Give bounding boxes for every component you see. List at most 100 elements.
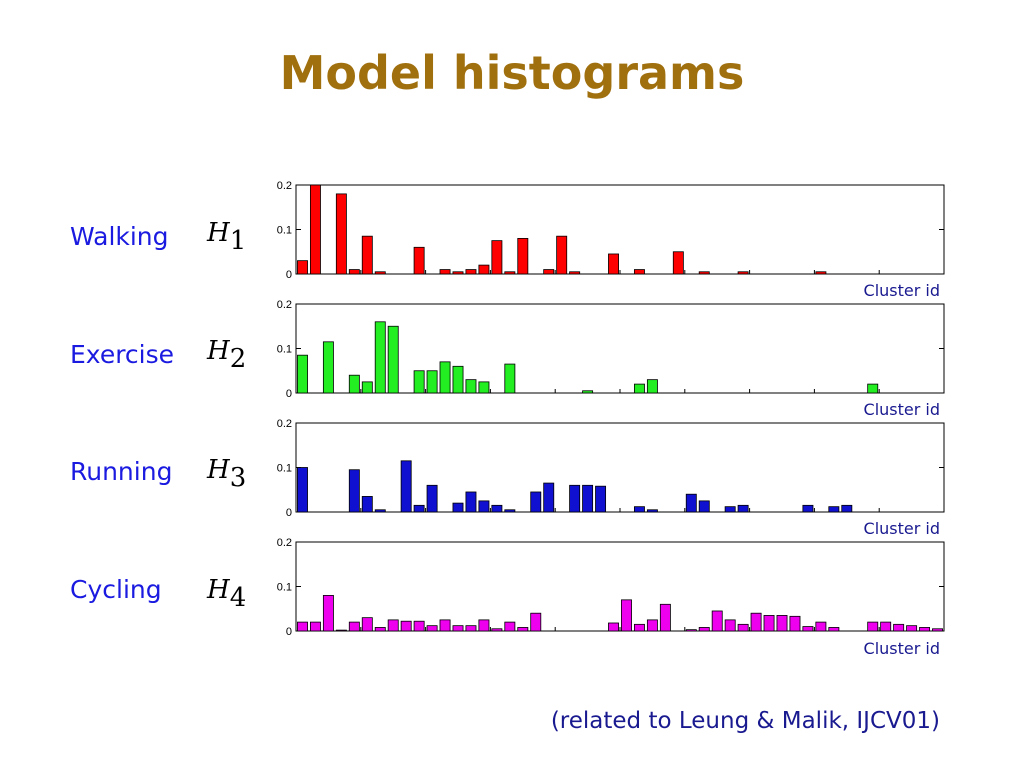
h1-symbol: H1 (207, 218, 246, 256)
bar-exercise-11 (426, 370, 438, 394)
bar-walking-35 (737, 271, 749, 275)
h4-symbol: H4 (207, 575, 246, 613)
bar-walking-4 (335, 193, 347, 275)
bar-cycling-31 (685, 629, 697, 632)
bar-cycling-36 (750, 612, 762, 632)
y-tick-label: 0.1 (277, 344, 292, 356)
y-tick-label: 0.2 (277, 418, 292, 430)
bar-exercise-13 (452, 365, 464, 394)
row-label-running: Running (70, 457, 173, 486)
bar-cycling-2 (309, 621, 321, 632)
bar-exercise-15 (478, 381, 490, 394)
y-tick-label: 0.2 (277, 180, 292, 192)
bar-cycling-7 (374, 627, 386, 632)
bar-cycling-18 (517, 627, 529, 632)
bar-running-42 (828, 506, 840, 513)
y-tick-label: 0 (286, 388, 292, 400)
bar-running-31 (685, 493, 697, 513)
bar-exercise-28 (646, 379, 658, 394)
bar-running-17 (504, 509, 516, 513)
bar-cycling-12 (439, 619, 451, 632)
bar-exercise-45 (867, 383, 879, 394)
bar-cycling-45 (867, 621, 879, 632)
bar-running-19 (530, 491, 542, 513)
bar-running-15 (478, 500, 490, 513)
bar-running-34 (724, 506, 736, 513)
bar-running-20 (543, 482, 555, 513)
xlabel-running: Cluster id (863, 519, 940, 538)
bar-exercise-7 (374, 321, 386, 394)
bar-cycling-40 (802, 626, 814, 632)
bar-cycling-9 (400, 620, 412, 632)
bar-cycling-11 (426, 625, 438, 632)
bar-cycling-27 (633, 623, 645, 632)
y-tick-label: 0.2 (277, 537, 292, 549)
bar-running-43 (841, 504, 853, 513)
plot-frame-cycling (295, 541, 945, 632)
y-tick-label: 0.1 (277, 463, 292, 475)
bar-cycling-14 (465, 625, 477, 632)
bar-running-28 (646, 509, 658, 513)
y-tick-label: 0.1 (277, 225, 292, 237)
bar-exercise-12 (439, 361, 451, 394)
bar-running-40 (802, 504, 814, 513)
slide-title: Model histograms (279, 46, 745, 100)
h3-letter: H (207, 455, 230, 485)
bar-running-7 (374, 509, 386, 513)
bar-running-35 (737, 504, 749, 513)
bar-cycling-38 (776, 615, 788, 632)
bar-cycling-15 (478, 619, 490, 632)
bar-walking-1 (297, 260, 308, 275)
bar-running-6 (361, 496, 373, 513)
bar-walking-7 (374, 271, 386, 275)
bar-running-10 (413, 504, 425, 513)
bar-walking-17 (504, 271, 516, 275)
bar-running-13 (452, 502, 464, 513)
citation-footer: (related to Leung & Malik, IJCV01) (550, 708, 940, 734)
bar-exercise-10 (413, 370, 425, 394)
bar-cycling-46 (880, 621, 892, 632)
bar-running-11 (426, 484, 438, 513)
y-tick-label: 0.2 (277, 299, 292, 311)
bar-cycling-25 (608, 622, 619, 632)
bar-exercise-14 (465, 379, 477, 394)
bar-running-23 (582, 484, 594, 513)
bar-cycling-34 (724, 619, 736, 632)
bar-cycling-8 (387, 619, 399, 632)
bar-cycling-16 (491, 628, 503, 632)
bar-running-24 (595, 485, 607, 513)
bar-cycling-28 (646, 619, 658, 632)
y-tick-label: 0.1 (277, 582, 292, 594)
bar-cycling-10 (413, 620, 425, 632)
bar-exercise-6 (361, 381, 373, 394)
bar-cycling-3 (322, 595, 334, 632)
bar-cycling-5 (348, 621, 360, 632)
bar-walking-12 (439, 269, 451, 275)
bar-walking-6 (361, 235, 373, 275)
bar-cycling-19 (530, 612, 542, 632)
bar-exercise-8 (387, 325, 399, 394)
bar-walking-14 (465, 269, 477, 275)
bar-walking-13 (452, 271, 464, 275)
bar-running-9 (400, 460, 412, 513)
bar-cycling-50 (932, 628, 943, 632)
bar-running-14 (465, 491, 477, 513)
bar-walking-27 (633, 269, 645, 275)
bar-walking-15 (478, 264, 490, 275)
row-label-walking: Walking (70, 222, 169, 251)
h4-letter: H (207, 575, 230, 605)
bar-cycling-39 (789, 615, 801, 632)
y-tick-label: 0 (286, 626, 292, 638)
bar-walking-22 (569, 271, 581, 275)
bar-cycling-37 (763, 615, 775, 632)
bar-walking-16 (491, 240, 503, 275)
bar-cycling-35 (737, 623, 749, 632)
bar-exercise-23 (582, 390, 594, 394)
bar-cycling-4 (335, 629, 347, 632)
row-label-cycling: Cycling (70, 575, 162, 604)
bar-running-27 (633, 506, 645, 513)
